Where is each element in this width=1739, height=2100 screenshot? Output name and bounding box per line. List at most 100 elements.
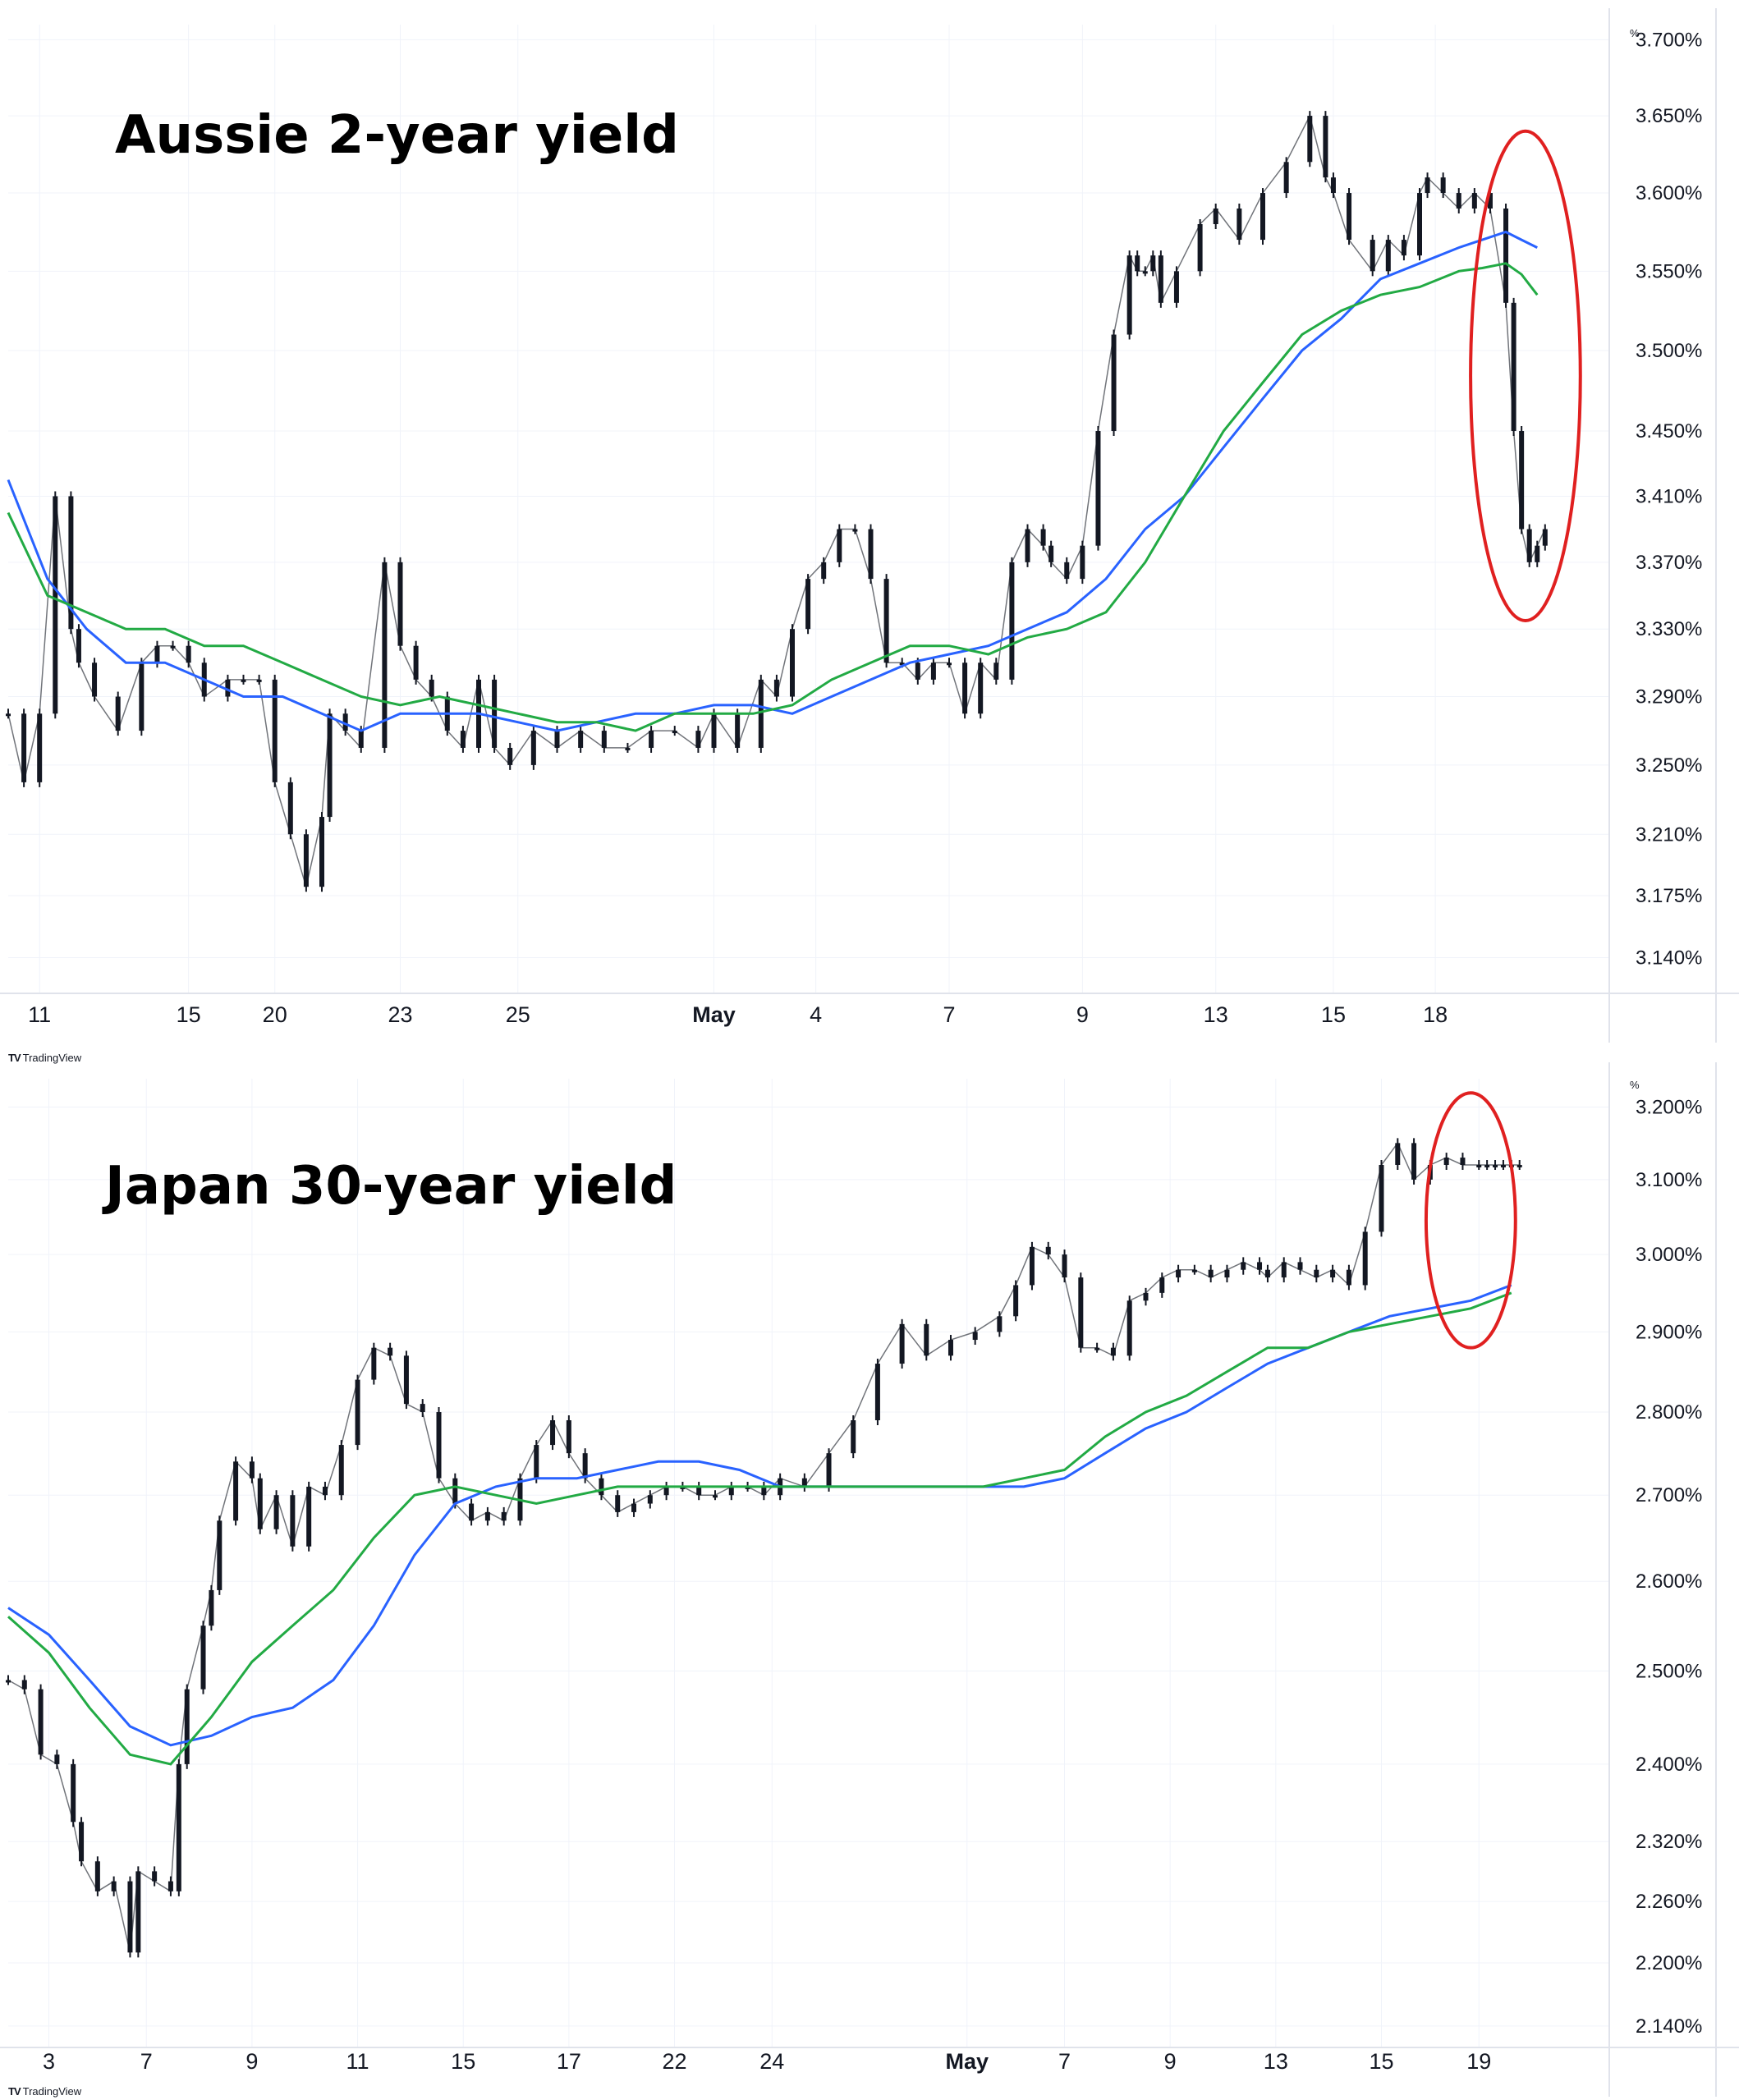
x-tick-label: 18 (1423, 1002, 1448, 1027)
price-candle (492, 679, 498, 748)
price-candle (371, 1347, 377, 1380)
price-candle (745, 1486, 750, 1489)
price-candle (649, 731, 654, 748)
price-candle (186, 645, 191, 663)
price-candle (388, 1347, 393, 1356)
price-candle (1078, 1277, 1084, 1348)
price-candle (790, 629, 795, 697)
y-tick-label: 2.200% (1636, 1952, 1702, 1974)
price-candle (76, 629, 81, 663)
x-tick-label: 24 (759, 2049, 784, 2074)
price-candle (54, 1754, 60, 1764)
price-candle (1095, 431, 1101, 546)
price-candle (1283, 162, 1289, 194)
y-tick-label: 2.260% (1636, 1891, 1702, 1913)
x-tick-label: 19 (1466, 2049, 1491, 2074)
price-candle (71, 1763, 76, 1823)
y-tick-label: 3.210% (1636, 823, 1702, 846)
price-candle (978, 663, 984, 714)
price-candle (319, 817, 324, 887)
y-tick-label: 2.140% (1636, 2015, 1702, 2038)
price-candle (1111, 334, 1117, 432)
chart-panel-aussie: 3.700% 3.650% 3.600% 3.550% 3.500% 3.450% 3.41… (0, 8, 1739, 1064)
price-candle (1260, 193, 1265, 241)
price-candle (1440, 177, 1446, 194)
price-candle (1040, 529, 1046, 546)
price-candle (1237, 209, 1242, 241)
price-candle (200, 1625, 206, 1690)
price-candle (874, 1364, 880, 1420)
price-candle (601, 731, 607, 748)
price-candle (773, 679, 779, 697)
y-tick-label: 3.410% (1636, 485, 1702, 507)
price-candle (1362, 1231, 1368, 1286)
x-tick-label: 20 (263, 1002, 287, 1027)
price-candle (135, 1871, 141, 1953)
price-candle (758, 679, 764, 748)
price-candle (501, 1511, 507, 1521)
price-candle (6, 1680, 11, 1683)
price-candle (554, 731, 560, 748)
price-candle (1080, 545, 1085, 580)
price-candle (1213, 209, 1218, 225)
price-candle (1142, 271, 1148, 274)
tradingview-brand: TV TradingView (8, 1052, 81, 1064)
highlight-ellipse (1469, 129, 1582, 622)
unit-label: % (1630, 1079, 1640, 1091)
price-candle (1471, 193, 1477, 209)
x-tick-label: 9 (1164, 2049, 1177, 2074)
price-candle (696, 1486, 702, 1496)
price-candle (469, 1503, 475, 1521)
price-candle (322, 1486, 328, 1496)
x-tick-label: 13 (1204, 1002, 1228, 1027)
x-tick-label: May (692, 1002, 736, 1027)
x-tick-label: 7 (943, 1002, 955, 1027)
x-tick-label: 11 (28, 1002, 51, 1027)
price-candle (1417, 193, 1422, 256)
price-candle (1241, 1262, 1246, 1270)
price-candle (578, 731, 584, 748)
y-tick-label: 3.700% (1636, 29, 1702, 51)
price-candle (1159, 1277, 1165, 1293)
price-candle (711, 713, 717, 748)
price-candle (1370, 240, 1375, 272)
price-candle (837, 529, 842, 562)
price-candle (306, 1486, 312, 1547)
price-candle (209, 1589, 214, 1626)
price-candle (1126, 255, 1132, 335)
x-tick-label: 15 (1321, 1002, 1346, 1027)
price-candle (429, 679, 434, 697)
price-candle (695, 731, 701, 748)
x-tick-label: 13 (1264, 2049, 1288, 2074)
y-tick-label: 3.200% (1636, 1097, 1702, 1119)
price-candle (663, 1486, 669, 1496)
x-tick-label: 17 (557, 2049, 581, 2074)
price-candle (154, 645, 160, 663)
price-candle (397, 562, 403, 646)
moving-average-line-green (7, 262, 1539, 732)
price-candle (680, 1486, 686, 1489)
price-candle (241, 679, 246, 682)
price-candle (631, 1503, 637, 1512)
price-candle (924, 1323, 929, 1356)
price-candle (460, 731, 466, 748)
price-candle (257, 1478, 263, 1529)
chart-panel-japan: 3.200% 3.100% 3.000% 2.900% 2.800% 2.700% 2.60… (0, 1054, 1739, 2100)
price-candle (883, 579, 889, 663)
x-tick-label: 3 (43, 2049, 55, 2074)
brand-name: TradingView (22, 2085, 82, 2098)
price-candle (712, 1495, 718, 1498)
price-candle (1094, 1347, 1100, 1350)
price-candle (1048, 545, 1054, 562)
price-candle (1224, 1269, 1230, 1278)
price-candle (1493, 1164, 1498, 1167)
x-tick-label: May (946, 2049, 989, 2074)
price-candle (599, 1478, 604, 1496)
price-candle (217, 1520, 223, 1590)
y-tick-label: 2.500% (1636, 1660, 1702, 1682)
y-tick-label: 3.550% (1636, 260, 1702, 282)
price-candle (805, 579, 811, 630)
x-tick-label: 4 (810, 1002, 822, 1027)
y-tick-label: 3.330% (1636, 618, 1702, 640)
price-candle (420, 1404, 425, 1413)
